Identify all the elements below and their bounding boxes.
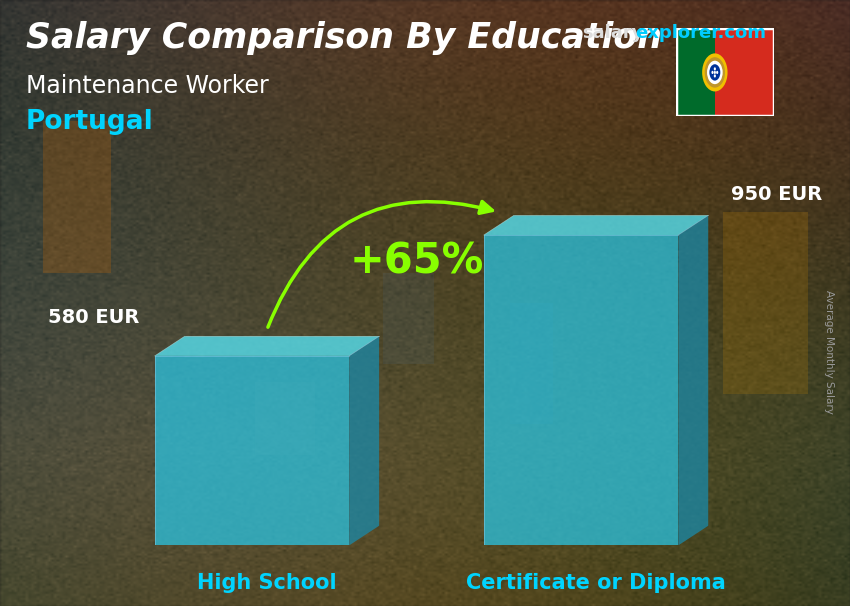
Bar <box>722 212 808 394</box>
Circle shape <box>714 75 716 78</box>
Text: +65%: +65% <box>349 240 484 282</box>
Polygon shape <box>678 215 708 545</box>
Circle shape <box>705 57 725 88</box>
Bar <box>42 121 110 273</box>
Polygon shape <box>155 336 379 356</box>
Text: salary: salary <box>582 24 643 42</box>
Text: Average Monthly Salary: Average Monthly Salary <box>824 290 834 413</box>
Polygon shape <box>155 356 349 545</box>
Text: Maintenance Worker: Maintenance Worker <box>26 74 269 98</box>
Circle shape <box>707 61 722 84</box>
Text: 950 EUR: 950 EUR <box>731 185 822 204</box>
Circle shape <box>711 71 714 74</box>
Text: Certificate or Diploma: Certificate or Diploma <box>466 573 726 593</box>
Circle shape <box>714 67 716 70</box>
Polygon shape <box>349 336 379 545</box>
Circle shape <box>702 53 728 92</box>
Text: Portugal: Portugal <box>26 109 153 135</box>
Text: High School: High School <box>197 573 337 593</box>
Text: 580 EUR: 580 EUR <box>48 307 139 327</box>
Circle shape <box>714 71 716 74</box>
Text: explorer.com: explorer.com <box>635 24 766 42</box>
Bar <box>715 28 774 116</box>
Bar <box>382 273 434 364</box>
Circle shape <box>716 71 718 74</box>
Circle shape <box>710 64 720 81</box>
Bar <box>676 28 715 116</box>
Text: Salary Comparison By Education: Salary Comparison By Education <box>26 21 661 55</box>
Polygon shape <box>484 215 708 235</box>
FancyArrowPatch shape <box>268 201 492 327</box>
Bar <box>510 303 552 424</box>
Bar <box>255 382 314 454</box>
Polygon shape <box>484 235 678 545</box>
